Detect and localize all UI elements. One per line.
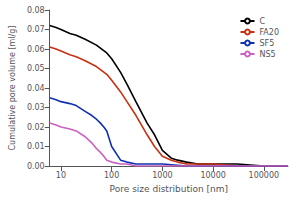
svg-text:0.00: 0.00	[27, 162, 45, 171]
svg-text:1000: 1000	[152, 171, 172, 180]
svg-text:C: C	[259, 17, 265, 26]
svg-text:Pore size distribution [nm]: Pore size distribution [nm]	[110, 184, 228, 194]
svg-text:0.04: 0.04	[27, 84, 45, 93]
svg-text:0.08: 0.08	[27, 6, 45, 15]
svg-text:NS5: NS5	[259, 50, 275, 59]
svg-text:0.07: 0.07	[27, 25, 45, 34]
svg-text:0.02: 0.02	[27, 123, 45, 132]
svg-text:FA20: FA20	[259, 28, 279, 37]
svg-text:0.01: 0.01	[27, 142, 45, 151]
svg-text:0.05: 0.05	[27, 64, 45, 73]
svg-text:0.03: 0.03	[27, 103, 45, 112]
svg-text:0.06: 0.06	[27, 45, 45, 54]
svg-text:100: 100	[104, 171, 119, 180]
svg-text:10000: 10000	[200, 171, 225, 180]
svg-text:100000: 100000	[249, 171, 280, 180]
svg-text:Cumulative pore volume [ml/g]: Cumulative pore volume [ml/g]	[8, 26, 17, 151]
svg-text:10: 10	[56, 171, 66, 180]
svg-text:SF5: SF5	[259, 39, 274, 48]
